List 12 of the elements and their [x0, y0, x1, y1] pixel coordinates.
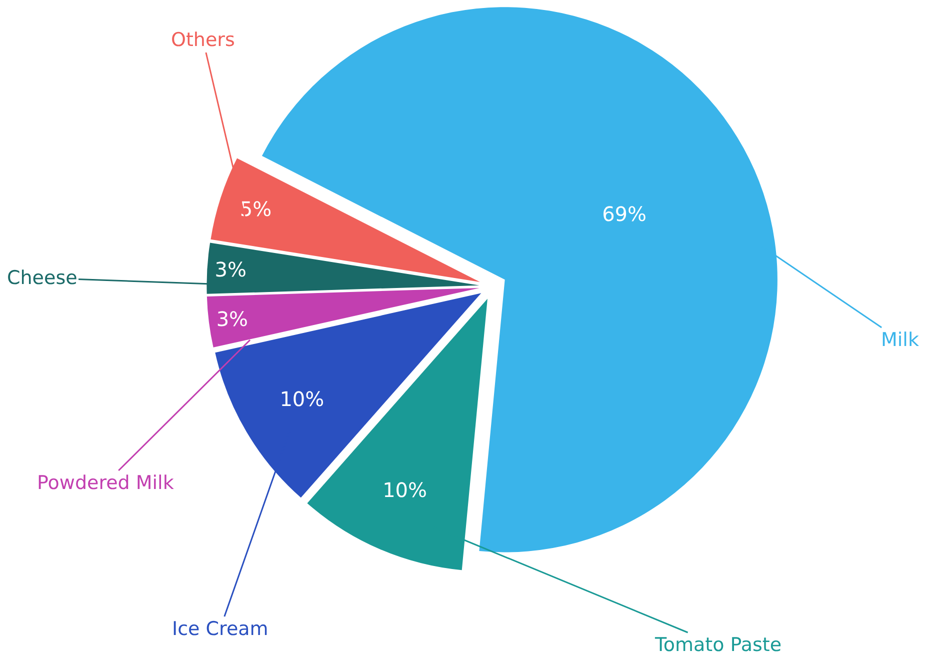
data-label: 3%: [214, 258, 247, 282]
data-label: 3%: [216, 307, 248, 332]
slice-label: Ice Cream: [172, 618, 268, 640]
slice-label: Cheese: [7, 267, 78, 289]
slice-label: Milk: [881, 329, 919, 351]
slice-label: Tomato Paste: [654, 634, 782, 656]
data-label: 69%: [602, 202, 647, 226]
slice-label: Powdered Milk: [37, 472, 174, 494]
data-label: 5%: [240, 197, 272, 222]
slice-label: Others: [171, 29, 235, 51]
data-label: 10%: [382, 478, 428, 502]
data-label: 10%: [280, 387, 324, 412]
